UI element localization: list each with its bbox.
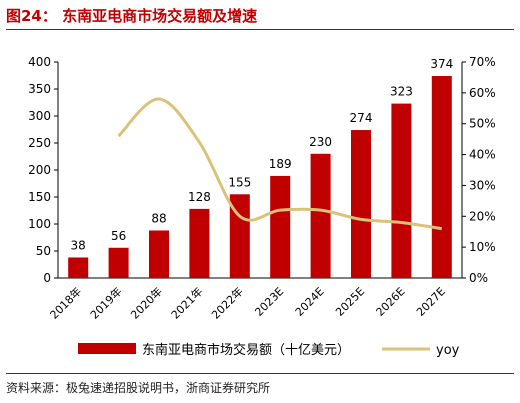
right-axis-tick-label: 60% bbox=[469, 86, 496, 100]
legend-line-label: yoy bbox=[436, 343, 460, 358]
x-axis-tick-label: 2027E bbox=[414, 285, 448, 319]
bar bbox=[270, 175, 291, 278]
chart-title: 图24： 东南亚电商市场交易额及增速 bbox=[6, 7, 258, 25]
x-axis-tick-label: 2025E bbox=[333, 285, 367, 319]
left-axis-tick-label: 300 bbox=[28, 109, 51, 123]
right-axis-tick-label: 20% bbox=[469, 209, 496, 223]
x-axis-tick-label: 2026E bbox=[374, 285, 408, 319]
bar-data-label: 128 bbox=[188, 190, 211, 204]
bar bbox=[351, 130, 371, 278]
x-axis-tick-label: 2018年 bbox=[47, 284, 84, 321]
bar-data-label: 374 bbox=[430, 57, 453, 71]
right-axis-tick-label: 30% bbox=[469, 178, 496, 192]
right-axis-tick-label: 50% bbox=[469, 117, 496, 131]
right-axis-tick-label: 40% bbox=[469, 148, 496, 162]
bar-data-label: 274 bbox=[350, 111, 373, 125]
bar bbox=[189, 208, 210, 278]
legend-bar-swatch bbox=[78, 343, 136, 354]
bar bbox=[229, 194, 250, 278]
bar-data-label: 56 bbox=[111, 229, 126, 243]
right-axis-tick-label: 10% bbox=[469, 240, 496, 254]
x-axis-tick-label: 2024E bbox=[293, 285, 327, 319]
bar-data-label: 155 bbox=[228, 175, 251, 189]
right-axis-tick-label: 70% bbox=[469, 55, 496, 69]
bar bbox=[391, 103, 412, 278]
left-axis-tick-label: 200 bbox=[28, 163, 51, 177]
left-axis-tick-label: 400 bbox=[28, 55, 51, 69]
title-divider bbox=[6, 29, 514, 30]
x-axis-tick-label: 2021年 bbox=[168, 284, 205, 321]
left-axis-tick-label: 50 bbox=[36, 244, 51, 258]
x-axis-tick-label: 2023E bbox=[252, 285, 286, 319]
left-axis-tick-label: 150 bbox=[28, 190, 51, 204]
x-axis-tick-label: 2022年 bbox=[208, 284, 245, 321]
source-divider bbox=[6, 373, 514, 374]
bar bbox=[310, 153, 331, 278]
bar-data-label: 38 bbox=[71, 238, 86, 252]
left-axis-tick-label: 0 bbox=[43, 271, 51, 285]
bar-data-label: 88 bbox=[151, 211, 166, 225]
x-axis-tick-label: 2019年 bbox=[87, 284, 124, 321]
bar bbox=[108, 247, 129, 278]
left-axis-tick-label: 350 bbox=[28, 82, 51, 96]
chart-area: 0 50 100 150 200 250 300 350 400 0% 10% 20% 30% 40% 50… bbox=[28, 55, 496, 358]
right-axis-tick-label: 0% bbox=[469, 271, 488, 285]
bar bbox=[68, 257, 89, 278]
legend-bar-label: 东南亚电商市场交易额（十亿美元） bbox=[142, 342, 350, 358]
yoy-line bbox=[117, 97, 443, 231]
bar bbox=[149, 230, 169, 278]
source-note: 资料来源：极兔速递招股说明书，浙商证券研究所 bbox=[6, 381, 271, 395]
x-axis-tick-label: 2020年 bbox=[128, 284, 165, 321]
bar-data-label: 189 bbox=[269, 157, 292, 171]
bar-data-label: 230 bbox=[309, 135, 332, 149]
left-axis-tick-label: 250 bbox=[28, 136, 51, 150]
left-axis-tick-label: 100 bbox=[28, 217, 51, 231]
bar bbox=[431, 76, 452, 278]
bar-data-label: 323 bbox=[390, 85, 413, 99]
